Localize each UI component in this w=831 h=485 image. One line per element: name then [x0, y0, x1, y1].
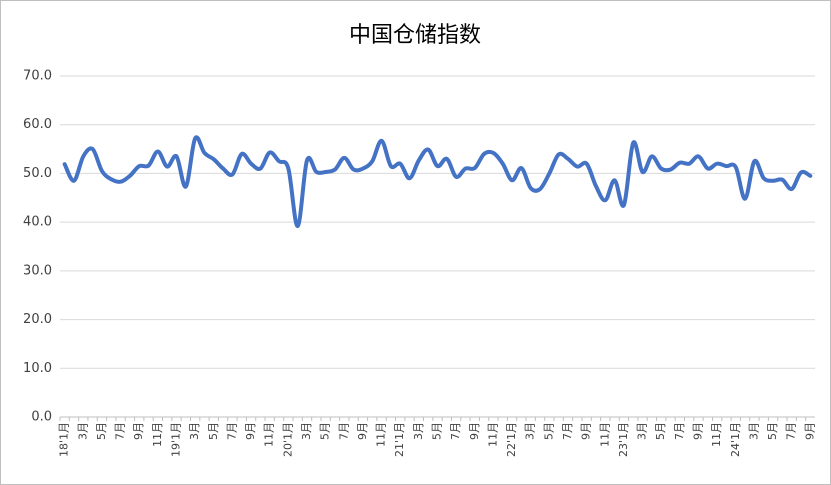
x-tick-label: 5月 [95, 422, 108, 440]
x-tick-label: 21'1月 [393, 422, 406, 457]
x-tick-label: 20'1月 [281, 422, 294, 457]
x-tick-label: 11月 [375, 422, 388, 447]
y-tick-label: 50.0 [23, 166, 52, 181]
x-tick-label: 3月 [524, 422, 537, 440]
x-tick-label: 7月 [337, 422, 350, 440]
x-tick-label: 9月 [356, 422, 369, 440]
x-tick-label: 11月 [263, 422, 276, 447]
x-tick-label: 9月 [803, 422, 816, 440]
y-tick-label: 0.0 [31, 410, 52, 425]
x-tick-label: 5月 [319, 422, 332, 440]
x-tick-label: 5月 [431, 422, 444, 440]
chart-title: 中国仓储指数 [349, 23, 481, 48]
x-tick-label: 19'1月 [170, 422, 183, 457]
x-tick-label: 5月 [542, 422, 555, 440]
y-tick-label: 70.0 [23, 69, 52, 84]
x-tick-label: 3月 [412, 422, 425, 440]
data-line [62, 135, 813, 229]
x-tick-label: 7月 [225, 422, 238, 440]
y-tick-label: 40.0 [23, 215, 52, 230]
x-tick-label: 18'1月 [58, 422, 71, 457]
x-tick-label: 7月 [561, 422, 574, 440]
x-tick-label: 9月 [580, 422, 593, 440]
x-tick-label: 9月 [132, 422, 145, 440]
y-tick-label: 20.0 [23, 312, 52, 327]
x-tick-label: 5月 [654, 422, 667, 440]
x-tick-label: 5月 [207, 422, 220, 440]
y-tick-label: 30.0 [23, 263, 52, 278]
y-tick-label: 60.0 [23, 117, 52, 132]
x-tick-label: 11月 [151, 422, 164, 447]
x-tick-label: 11月 [710, 422, 723, 447]
x-tick-label: 7月 [673, 422, 686, 440]
x-tick-label: 7月 [785, 422, 798, 440]
x-tick-label: 23'1月 [617, 422, 630, 457]
x-tick-label: 11月 [486, 422, 499, 447]
x-tick-label: 9月 [691, 422, 704, 440]
x-tick-label: 24'1月 [729, 422, 742, 457]
x-tick-label: 9月 [468, 422, 481, 440]
x-tick-label: 11月 [598, 422, 611, 447]
x-tick-label: 3月 [76, 422, 89, 440]
x-tick-label: 9月 [244, 422, 257, 440]
x-tick-label: 7月 [114, 422, 127, 440]
x-tick-label: 3月 [747, 422, 760, 440]
x-tick-label: 3月 [300, 422, 313, 440]
y-tick-label: 10.0 [23, 361, 52, 376]
x-tick-label: 3月 [636, 422, 649, 440]
x-tick-label: 22'1月 [505, 422, 518, 457]
x-tick-label: 5月 [766, 422, 779, 440]
x-tick-label: 3月 [188, 422, 201, 440]
x-tick-label: 7月 [449, 422, 462, 440]
